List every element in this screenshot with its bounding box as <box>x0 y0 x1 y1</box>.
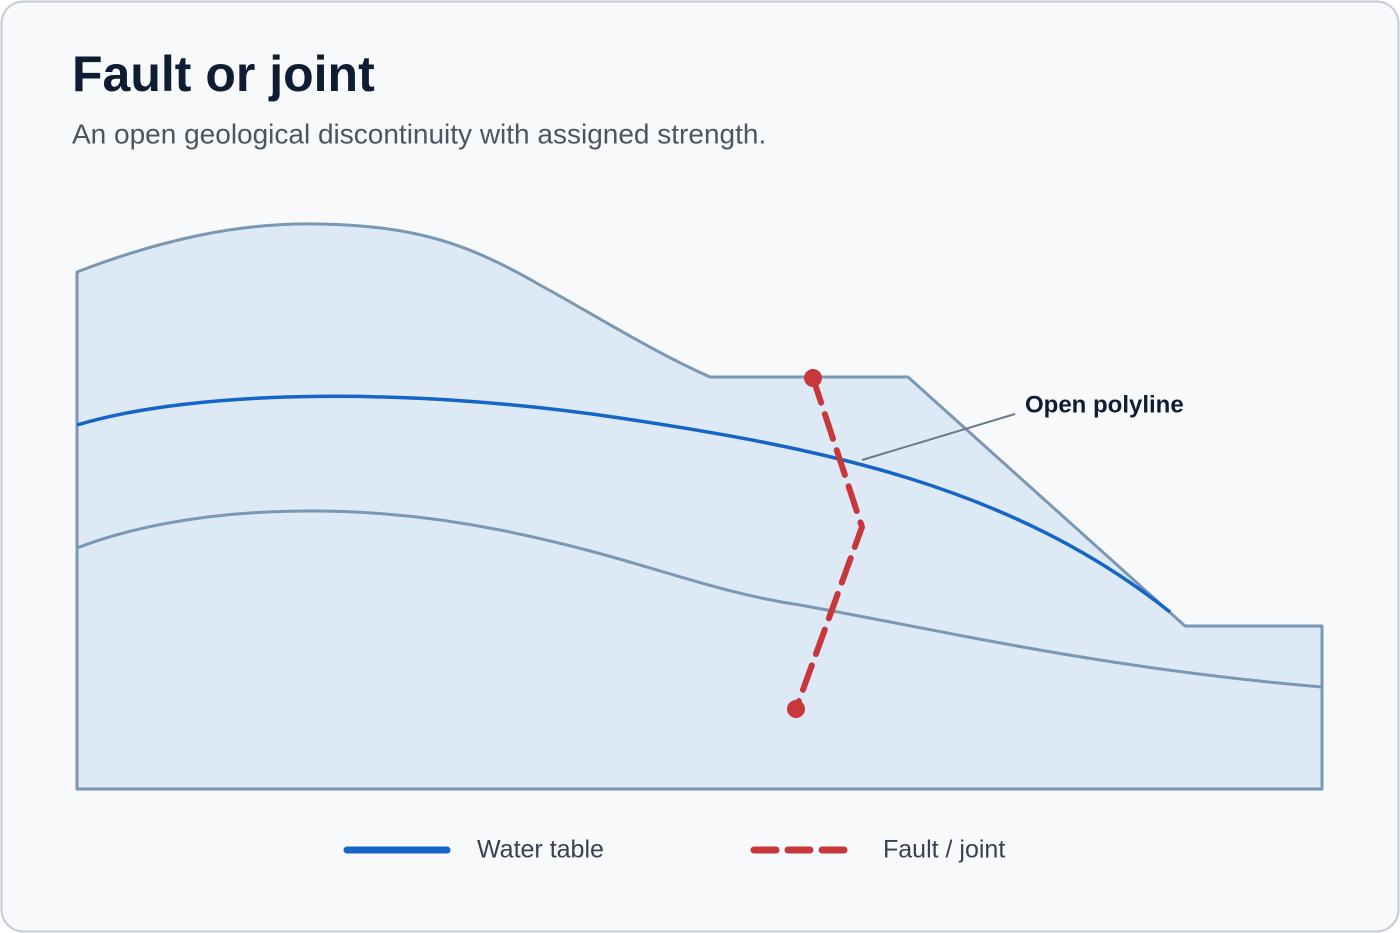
legend-label: Fault / joint <box>883 836 1005 864</box>
subtitle: An open geological discontinuity with as… <box>72 118 766 149</box>
slope-section <box>75 222 1324 791</box>
annotation: Open polyline <box>1025 391 1184 418</box>
water-table <box>76 394 1172 614</box>
fault-line <box>793 375 865 712</box>
fault-endpoint <box>804 369 822 387</box>
legend-label: Water table <box>477 836 604 864</box>
title: Fault or joint <box>72 46 375 102</box>
fault-endpoint <box>787 700 805 718</box>
leader-line <box>861 413 1016 461</box>
layer-boundary <box>76 509 1323 689</box>
